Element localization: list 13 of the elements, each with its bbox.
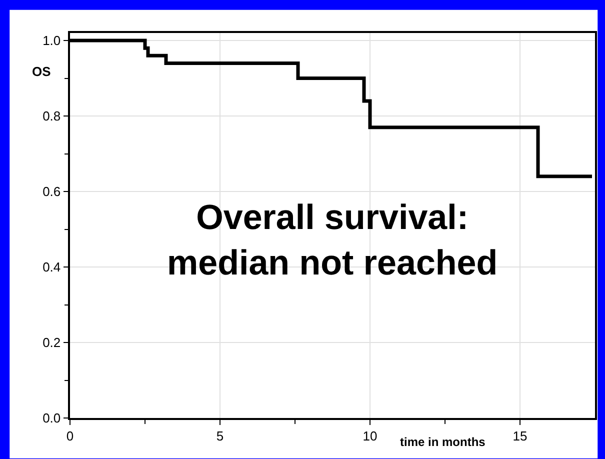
y-tick-label: 0.6 xyxy=(42,184,61,200)
x-tick-label: 10 xyxy=(362,428,378,444)
x-tick-label: 15 xyxy=(512,428,528,444)
y-tick-label: 1.0 xyxy=(42,33,61,48)
annotation: Overall survival: median not reached xyxy=(167,198,498,282)
x-axis-title: time in months xyxy=(400,435,486,449)
y-tick-label: 0.4 xyxy=(42,260,61,275)
y-tick-label: 0.2 xyxy=(42,335,61,350)
y-tick-label: 0.8 xyxy=(42,108,61,124)
x-tick-label: 0 xyxy=(66,428,74,444)
y-tick-label: 0.0 xyxy=(42,410,61,426)
x-tick-label: 5 xyxy=(216,428,224,444)
y-axis-title: OS xyxy=(32,64,52,79)
